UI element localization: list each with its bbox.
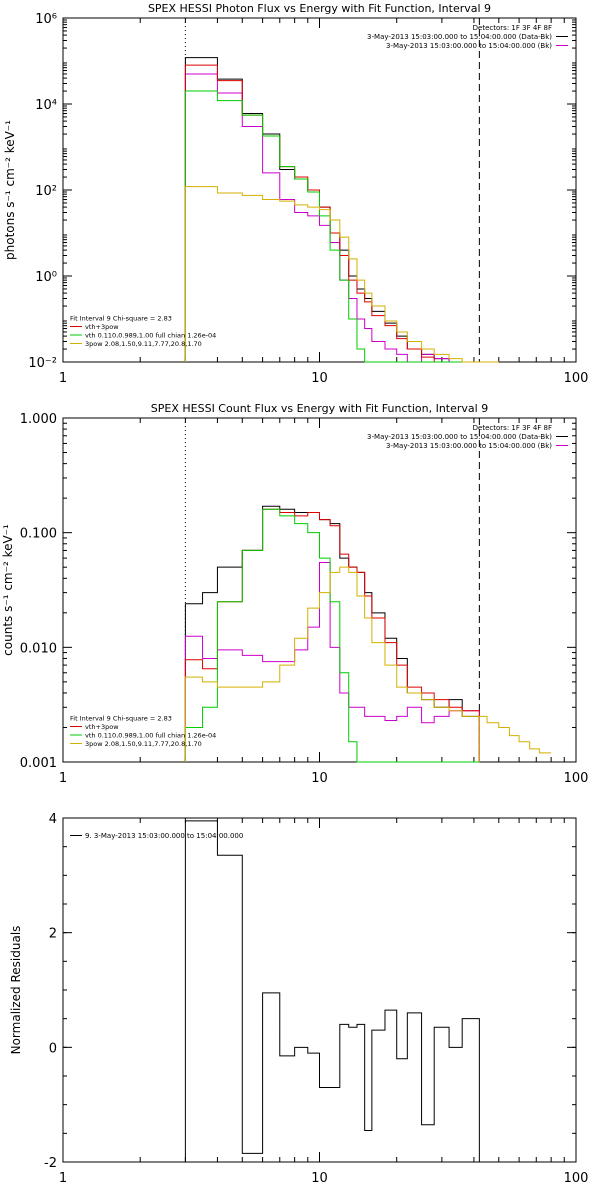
series-3pow	[184, 566, 480, 762]
y-tick-label: 0.100	[20, 527, 57, 542]
y-tick-label: 0.001	[20, 756, 57, 771]
x-tick-label: 10	[311, 371, 328, 386]
y-axis-label: photons s⁻¹ cm⁻² keV⁻¹	[3, 120, 17, 260]
x-tick-label: 1	[59, 371, 67, 386]
series-residuals	[184, 820, 480, 1162]
series-vth-3pow	[184, 508, 480, 762]
y-tick-label: 10⁻²	[28, 356, 57, 371]
x-tick-label: 1	[59, 1171, 67, 1186]
fit-annotation-label: vth+3pow	[85, 723, 119, 731]
y-tick-label: 10²	[35, 184, 57, 199]
y-tick-label: 0.010	[20, 641, 57, 656]
series-bk	[184, 73, 499, 363]
series-vth	[184, 508, 480, 763]
y-tick-label: 1.000	[20, 412, 57, 427]
y-tick-label: 10⁰	[35, 270, 57, 285]
fit-annotation-label: 3pow 2.08,1.50,9.11,7.77,20.8,1.70	[85, 340, 202, 348]
y-tick-label: -2	[44, 1156, 57, 1171]
y-tick-label: 10⁴	[35, 98, 57, 113]
x-tick-label: 1	[59, 771, 67, 786]
fit-annotation-label: vth 0.110,0.989,1.00 full chian 1.26e-04	[85, 332, 216, 340]
plot-frame	[62, 817, 577, 1163]
y-tick-label: 0	[49, 1041, 57, 1056]
x-tick-label: 100	[564, 771, 589, 786]
series-data-bk	[184, 505, 480, 762]
fit-annotation-label: vth+3pow	[85, 323, 119, 331]
x-tick-label: 100	[564, 371, 589, 386]
series-3pow	[184, 186, 499, 363]
series-3pow-tail	[479, 715, 552, 754]
fit-annotation-label: vth 0.110,0.989,1.00 full chian 1.26e-04	[85, 732, 216, 740]
fit-annotation-label: 3pow 2.08,1.50,9.11,7.77,20.8,1.70	[85, 740, 202, 748]
fit-annotation-label: Fit Interval 9 Chi-square = 2.83	[70, 315, 172, 323]
series-bk	[184, 561, 480, 762]
x-tick-label: 10	[311, 1171, 328, 1186]
series-vth-3pow	[184, 64, 499, 363]
series-data-bk	[184, 57, 499, 363]
x-tick-label: 10	[311, 771, 328, 786]
legend-label: 3-May-2013 15:03:00.000 to 15:04:00.000 …	[367, 33, 552, 41]
residuals-panel: Normalized Residuals 1 10 100 -2 0 2 4 9. 3-May-…	[9, 812, 588, 1186]
series-vth	[184, 90, 499, 363]
y-tick-label: 2	[49, 927, 57, 942]
legend-label: 9. 3-May-2013 15:03:00.000 to 15:04:00.0…	[85, 832, 243, 840]
chart-title: SPEX HESSI Count Flux vs Energy with Fit…	[151, 402, 488, 415]
legend-label: 3-May-2013 15:03:00.000 to 15:04:00.000 …	[386, 42, 552, 50]
legend-label: 3-May-2013 15:03:00.000 to 15:04:00.000 …	[386, 442, 552, 450]
y-axis-label: Normalized Residuals	[9, 926, 23, 1055]
count-flux-panel: SPEX HESSI Count Flux vs Energy with Fit…	[1, 402, 588, 786]
chart-title: SPEX HESSI Photon Flux vs Energy with Fi…	[148, 2, 491, 15]
legend-label: Detectors: 1F 3F 4F 8F	[473, 424, 552, 432]
fit-annotation-label: Fit Interval 9 Chi-square = 2.83	[70, 715, 172, 723]
legend-label: Detectors: 1F 3F 4F 8F	[473, 24, 552, 32]
y-tick-label: 10⁶	[35, 12, 57, 27]
legend-label: 3-May-2013 15:03:00.000 to 15:04:00.000 …	[367, 433, 552, 441]
y-axis-label: counts s⁻¹ cm⁻² keV⁻¹	[1, 524, 15, 656]
photon-flux-panel: SPEX HESSI Photon Flux vs Energy with Fi…	[3, 2, 588, 386]
x-tick-label: 100	[564, 1171, 589, 1186]
y-tick-label: 4	[49, 812, 57, 827]
